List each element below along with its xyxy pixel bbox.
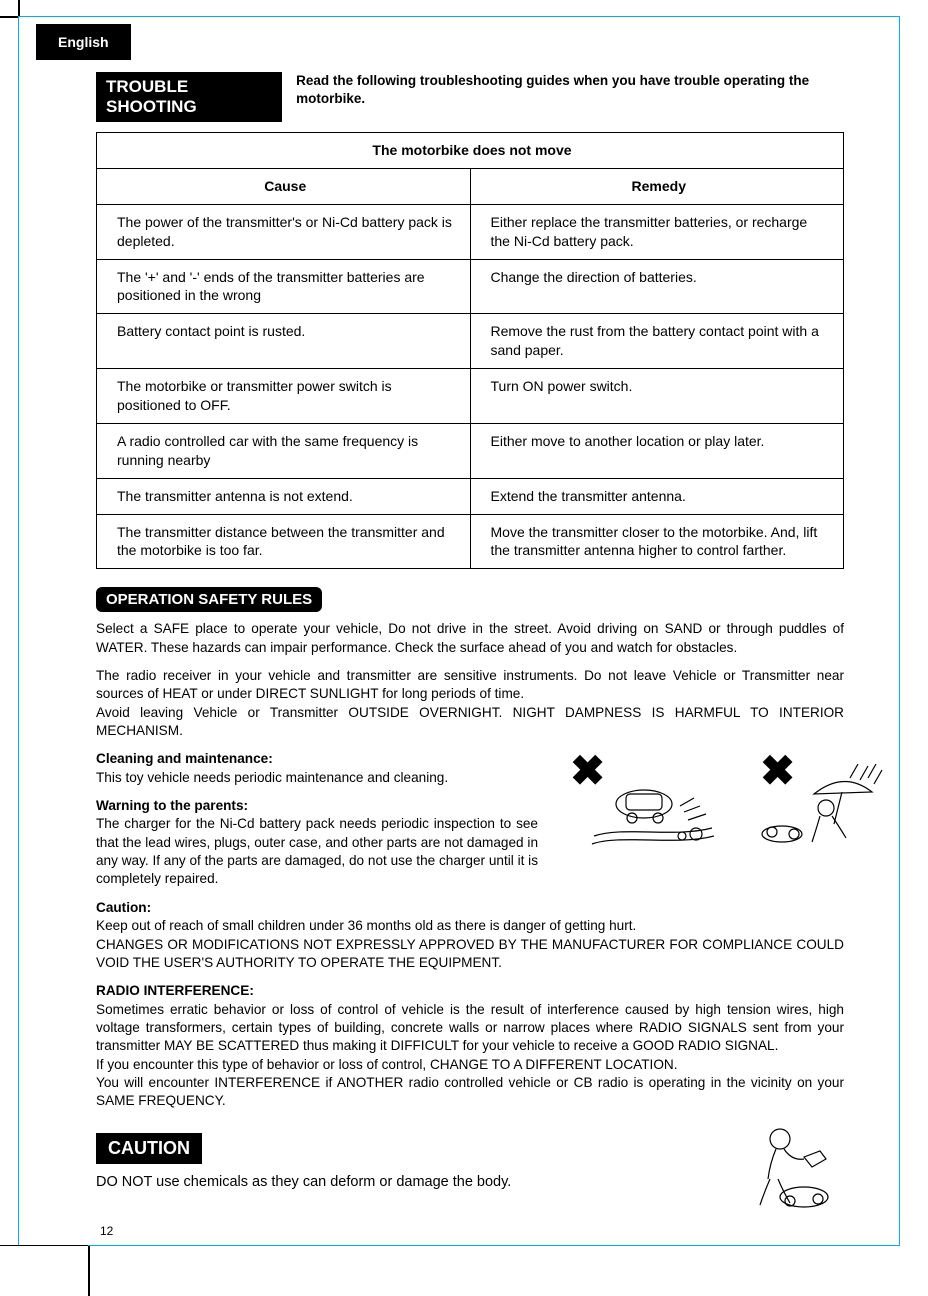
remedy-cell: Either replace the transmitter batteries… [470, 204, 844, 259]
cause-cell: The power of the transmitter's or Ni-Cd … [97, 204, 471, 259]
remedy-cell: Move the transmitter closer to the motor… [470, 514, 844, 569]
crop-mark [88, 1246, 90, 1296]
cause-cell: The transmitter distance between the tra… [97, 514, 471, 569]
cause-cell: The transmitter antenna is not extend. [97, 478, 471, 514]
table-row: The power of the transmitter's or Ni-Cd … [97, 204, 844, 259]
cleaning-text: This toy vehicle needs periodic maintena… [96, 770, 448, 785]
cause-cell: A radio controlled car with the same fre… [97, 423, 471, 478]
warning-text: The charger for the Ni-Cd battery pack n… [96, 816, 538, 886]
cleaning-illustration [734, 1121, 844, 1211]
safety-rules-badge: OPERATION SAFETY RULES [96, 587, 322, 612]
caution-badge: CAUTION [96, 1133, 202, 1164]
radio-t2: If you encounter this type of behavior o… [96, 1057, 677, 1072]
caution-text: DO NOT use chemicals as they can deform … [96, 1174, 844, 1190]
radio-t3: You will encounter INTERFERENCE if ANOTH… [96, 1075, 844, 1108]
table-row: The transmitter distance between the tra… [97, 514, 844, 569]
remedy-cell: Change the direction of batteries. [470, 259, 844, 314]
page-number: 12 [100, 1224, 113, 1238]
radio-block: RADIO INTERFERENCE: Sometimes erratic be… [96, 982, 844, 1110]
remedy-cell: Extend the transmitter antenna. [470, 478, 844, 514]
troubleshoot-lead: Read the following troubleshooting guide… [296, 72, 844, 108]
cause-cell: The motorbike or transmitter power switc… [97, 369, 471, 424]
remedy-cell: Either move to another location or play … [470, 423, 844, 478]
radio-t1: Sometimes erratic behavior or loss of co… [96, 1002, 844, 1054]
safety-p2b: Avoid leaving Vehicle or Transmitter OUT… [96, 705, 844, 738]
rain-umbrella-icon [754, 764, 884, 850]
table-title: The motorbike does not move [97, 133, 844, 169]
page-content: TROUBLE SHOOTING Read the following trou… [96, 72, 844, 1211]
caution-section: CAUTION DO NOT use chemicals as they can… [96, 1121, 844, 1190]
troubleshoot-header: TROUBLE SHOOTING Read the following trou… [96, 72, 844, 122]
table-row: The '+' and '-' ends of the transmitter … [97, 259, 844, 314]
language-tab: English [36, 24, 131, 60]
caution-t1: Keep out of reach of small children unde… [96, 918, 636, 933]
car-street-icon [584, 776, 714, 848]
table-header-row: Cause Remedy [97, 168, 844, 204]
warning-heading: Warning to the parents: [96, 798, 248, 813]
table-row: Battery contact point is rusted.Remove t… [97, 314, 844, 369]
safety-p2: The radio receiver in your vehicle and t… [96, 667, 844, 740]
table-row: A radio controlled car with the same fre… [97, 423, 844, 478]
caution-block: Caution: Keep out of reach of small chil… [96, 899, 844, 972]
crop-mark [0, 1245, 88, 1247]
table-row: The transmitter antenna is not extend.Ex… [97, 478, 844, 514]
caution-t2: CHANGES OR MODIFICATIONS NOT EXPRESSLY A… [96, 937, 844, 970]
cleaning-heading: Cleaning and maintenance: [96, 751, 273, 766]
safety-p2a: The radio receiver in your vehicle and t… [96, 668, 844, 701]
col-remedy: Remedy [470, 168, 844, 204]
col-cause: Cause [97, 168, 471, 204]
cause-cell: Battery contact point is rusted. [97, 314, 471, 369]
cause-cell: The '+' and '-' ends of the transmitter … [97, 259, 471, 314]
safety-illustration: ✖ ✖ [544, 750, 844, 850]
troubleshoot-table: The motorbike does not move Cause Remedy… [96, 132, 844, 569]
troubleshoot-badge: TROUBLE SHOOTING [96, 72, 282, 122]
remedy-cell: Turn ON power switch. [470, 369, 844, 424]
remedy-cell: Remove the rust from the battery contact… [470, 314, 844, 369]
crop-mark [18, 0, 20, 16]
safety-p1: Select a SAFE place to operate your vehi… [96, 620, 844, 657]
table-row: The motorbike or transmitter power switc… [97, 369, 844, 424]
table-title-row: The motorbike does not move [97, 133, 844, 169]
crop-mark [0, 16, 18, 18]
radio-heading: RADIO INTERFERENCE: [96, 983, 254, 998]
caution-heading: Caution: [96, 900, 151, 915]
